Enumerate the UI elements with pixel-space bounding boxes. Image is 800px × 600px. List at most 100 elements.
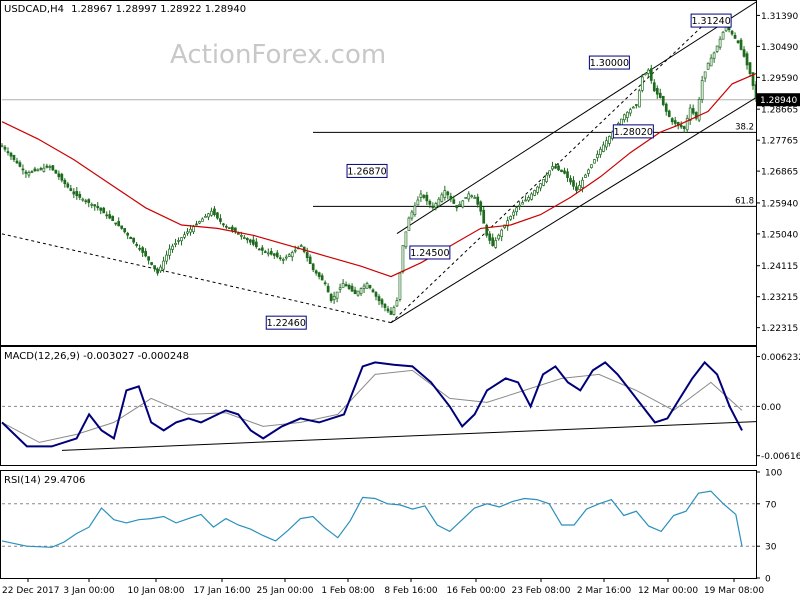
- candle-body: [204, 216, 207, 218]
- trend-line: [390, 20, 709, 324]
- candle-body: [87, 199, 91, 203]
- candle-body: [527, 197, 530, 201]
- candle-body: [733, 34, 737, 39]
- candle-body: [54, 169, 58, 174]
- candle-body: [467, 193, 471, 200]
- candle-body: [524, 199, 527, 202]
- x-tick-label: 10 Jan 08:00: [128, 586, 185, 596]
- candle-body: [329, 293, 333, 301]
- candle-body: [278, 257, 282, 260]
- candle-body: [105, 214, 109, 217]
- x-tick-label: 19 Mar 08:00: [704, 586, 764, 596]
- candle-body: [287, 254, 291, 257]
- candle-body: [275, 252, 279, 258]
- candle-body: [153, 265, 156, 270]
- candle-body: [210, 210, 213, 216]
- candle-body: [269, 250, 273, 255]
- trend-line: [390, 97, 756, 324]
- candle-body: [712, 52, 716, 59]
- candle-body: [314, 270, 318, 274]
- candle-body: [245, 238, 249, 241]
- candle-body: [51, 165, 55, 171]
- candle-body: [326, 285, 330, 293]
- candle-body: [33, 168, 37, 172]
- swing-label-box: [346, 163, 388, 178]
- candle-body: [42, 167, 46, 172]
- candle-body: [440, 194, 444, 202]
- trend-line: [1, 233, 392, 324]
- candle-body: [634, 104, 638, 106]
- price-tick-label: 1.31390: [761, 12, 798, 22]
- candle-body: [332, 295, 336, 301]
- x-tick-label: 3 Jan 00:00: [63, 586, 115, 596]
- candle-body: [530, 193, 533, 200]
- x-tick-label: 12 Mar 00:00: [638, 586, 698, 596]
- candle-body: [138, 247, 141, 250]
- candle-body: [449, 195, 453, 200]
- candle-body: [742, 49, 746, 57]
- candle-body: [222, 223, 225, 226]
- candle-body: [168, 248, 171, 256]
- candle-body: [305, 252, 309, 258]
- rsi-panel-frame: [0, 470, 757, 579]
- candle-body: [533, 190, 536, 196]
- candle-body: [207, 213, 210, 218]
- candle-body: [608, 136, 611, 144]
- swing-label-text: 1.26870: [347, 166, 386, 177]
- candle-body: [21, 168, 25, 171]
- candle-body: [554, 166, 557, 169]
- candle-body: [578, 185, 581, 190]
- candle-body: [260, 247, 264, 251]
- candle-body: [718, 38, 722, 48]
- candle-body: [682, 126, 686, 129]
- candle-body: [365, 283, 369, 289]
- candle-body: [461, 200, 465, 208]
- candle-body: [640, 76, 644, 91]
- candle-body: [479, 201, 483, 212]
- candle-body: [12, 154, 16, 160]
- candle-body: [464, 197, 468, 199]
- candle-body: [383, 303, 387, 308]
- candle-body: [57, 173, 61, 178]
- candle-body: [512, 211, 515, 216]
- candle-body: [425, 194, 429, 202]
- candle-body: [299, 245, 303, 247]
- candle-body: [338, 287, 342, 290]
- candle-body: [293, 249, 297, 252]
- price-tick-label: 1.24115: [761, 262, 798, 272]
- candle-body: [362, 285, 366, 289]
- candle-body: [488, 233, 492, 241]
- candle-body: [706, 62, 710, 70]
- candle-body: [3, 146, 7, 150]
- candle-body: [377, 296, 381, 301]
- candle-body: [649, 68, 653, 81]
- macd-line: [1, 360, 743, 448]
- rsi-tick-label: 30: [765, 543, 777, 553]
- candle-body: [177, 240, 180, 242]
- candle-body: [150, 262, 153, 265]
- x-tick-label: 1 Feb 08:00: [321, 586, 375, 596]
- candle-body: [18, 162, 22, 167]
- candle-body: [551, 166, 554, 170]
- candle-body: [248, 239, 252, 243]
- x-tick-label: 8 Feb 16:00: [384, 586, 438, 596]
- fib-level-label: 61.8: [735, 196, 754, 206]
- last-price-badge: 1.28940: [757, 93, 800, 107]
- candle-body: [320, 275, 324, 281]
- macd-tick-label: -0.006163: [761, 452, 800, 462]
- candle-body: [213, 208, 216, 215]
- candle-body: [455, 205, 459, 209]
- candle-body: [9, 152, 13, 157]
- moving-average-line: [1, 73, 756, 278]
- candle-body: [667, 110, 671, 117]
- candle-body: [416, 199, 420, 206]
- candle-body: [192, 226, 195, 233]
- candle-body: [721, 31, 725, 40]
- candle-body: [434, 203, 438, 208]
- candle-body: [386, 308, 390, 312]
- candle-body: [590, 164, 593, 168]
- candle-body: [189, 228, 192, 233]
- candle-body: [497, 234, 501, 240]
- candle-body: [685, 117, 689, 131]
- candle-body: [162, 260, 165, 270]
